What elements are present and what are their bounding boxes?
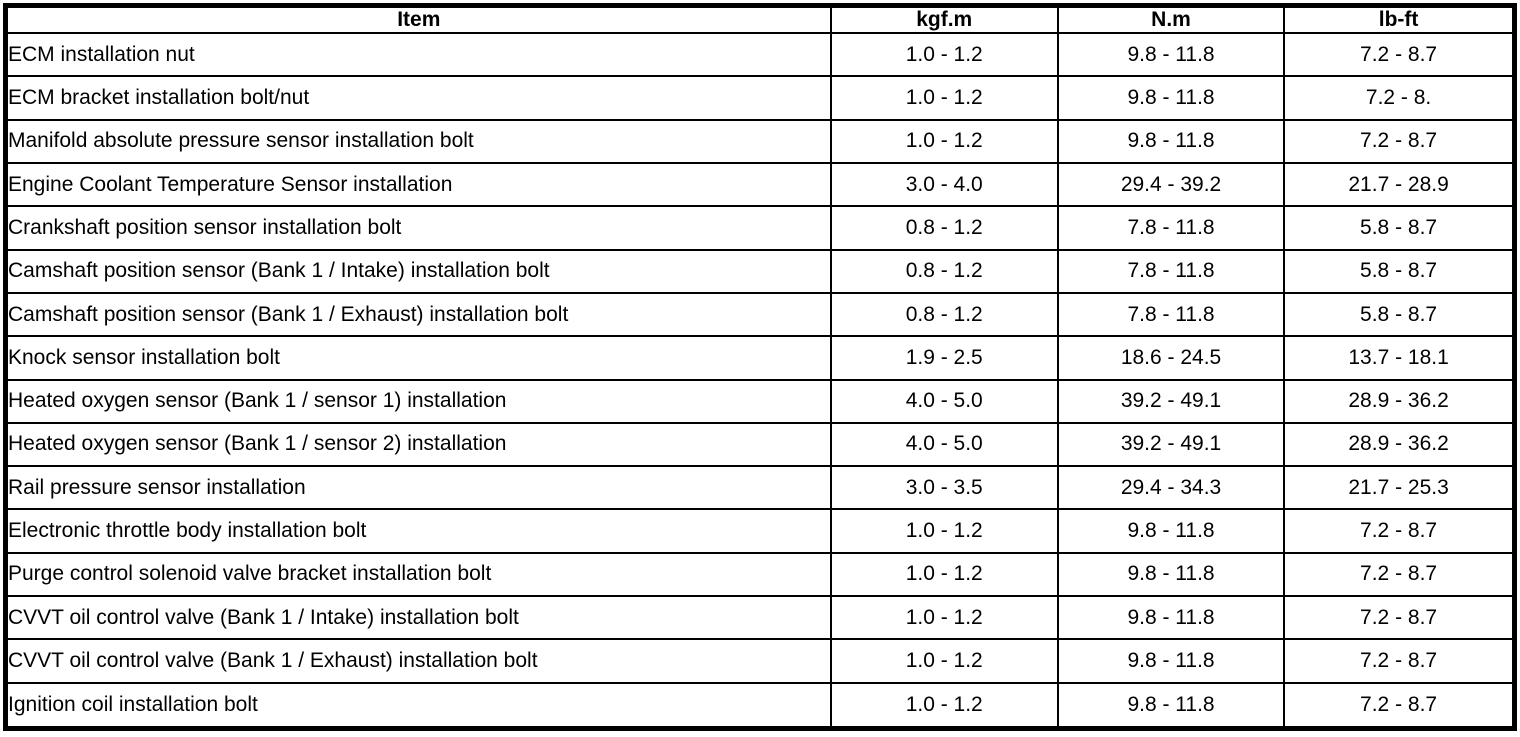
table-row: ECM installation nut 1.0 - 1.2 9.8 - 11.… [4, 31, 1516, 78]
item-cell: Knock sensor installation bolt [4, 335, 832, 381]
kgfm-cell: 0.8 - 1.2 [829, 291, 1059, 338]
kgfm-cell: 1.0 - 1.2 [829, 595, 1059, 641]
column-header-kgfm: kgf.m [829, 4, 1059, 34]
table-body: ECM installation nut 1.0 - 1.2 9.8 - 11.… [4, 31, 1516, 730]
column-header-item: Item [4, 4, 832, 34]
table-row: Camshaft position sensor (Bank 1 / Intak… [4, 248, 1516, 294]
table-header-row: Item kgf.m N.m lb-ft [4, 4, 1516, 34]
lbft-cell: 7.2 - 8.7 [1283, 118, 1516, 164]
kgfm-cell: 1.0 - 1.2 [829, 118, 1059, 164]
nm-cell: 9.8 - 11.8 [1056, 595, 1286, 641]
lbft-cell: 21.7 - 25.3 [1283, 465, 1516, 511]
kgfm-cell: 1.0 - 1.2 [829, 638, 1059, 684]
lbft-cell: 21.7 - 28.9 [1283, 161, 1516, 208]
table-row: Ignition coil installation bolt 1.0 - 1.… [4, 681, 1516, 730]
nm-cell: 29.4 - 34.3 [1056, 465, 1286, 511]
column-header-nm: N.m [1056, 4, 1286, 34]
kgfm-cell: 1.0 - 1.2 [829, 31, 1059, 78]
table-row: Heated oxygen sensor (Bank 1 / sensor 2)… [4, 421, 1516, 468]
lbft-cell: 5.8 - 8.7 [1283, 248, 1516, 294]
table-row: Camshaft position sensor (Bank 1 / Exhau… [4, 291, 1516, 338]
nm-cell: 9.8 - 11.8 [1056, 31, 1286, 78]
lbft-cell: 7.2 - 8.7 [1283, 681, 1516, 730]
lbft-cell: 5.8 - 8.7 [1283, 205, 1516, 251]
table-row: Electronic throttle body installation bo… [4, 508, 1516, 554]
nm-cell: 29.4 - 39.2 [1056, 161, 1286, 208]
lbft-cell: 7.2 - 8.7 [1283, 638, 1516, 684]
table-row: Heated oxygen sensor (Bank 1 / sensor 1)… [4, 378, 1516, 424]
item-cell: Heated oxygen sensor (Bank 1 / sensor 1)… [4, 378, 832, 424]
lbft-cell: 5.8 - 8.7 [1283, 291, 1516, 338]
item-cell: Purge control solenoid valve bracket ins… [4, 551, 832, 598]
lbft-cell: 28.9 - 36.2 [1283, 421, 1516, 468]
nm-cell: 9.8 - 11.8 [1056, 508, 1286, 554]
table-row: Knock sensor installation bolt 1.9 - 2.5… [4, 335, 1516, 381]
column-header-lbft: lb-ft [1283, 4, 1516, 34]
lbft-cell: 7.2 - 8.7 [1283, 595, 1516, 641]
nm-cell: 9.8 - 11.8 [1056, 118, 1286, 164]
kgfm-cell: 1.0 - 1.2 [829, 681, 1059, 730]
torque-spec-table: Item kgf.m N.m lb-ft ECM installation nu… [3, 3, 1517, 731]
item-cell: Electronic throttle body installation bo… [4, 508, 832, 554]
kgfm-cell: 0.8 - 1.2 [829, 248, 1059, 294]
item-cell: Camshaft position sensor (Bank 1 / Intak… [4, 248, 832, 294]
table-row: ECM bracket installation bolt/nut 1.0 - … [4, 75, 1516, 121]
item-cell: CVVT oil control valve (Bank 1 / Intake)… [4, 595, 832, 641]
nm-cell: 9.8 - 11.8 [1056, 638, 1286, 684]
nm-cell: 39.2 - 49.1 [1056, 421, 1286, 468]
nm-cell: 7.8 - 11.8 [1056, 291, 1286, 338]
kgfm-cell: 1.9 - 2.5 [829, 335, 1059, 381]
kgfm-cell: 1.0 - 1.2 [829, 75, 1059, 121]
item-cell: Camshaft position sensor (Bank 1 / Exhau… [4, 291, 832, 338]
table-row: CVVT oil control valve (Bank 1 / Exhaust… [4, 638, 1516, 684]
nm-cell: 7.8 - 11.8 [1056, 248, 1286, 294]
lbft-cell: 7.2 - 8.7 [1283, 551, 1516, 598]
lbft-cell: 13.7 - 18.1 [1283, 335, 1516, 381]
kgfm-cell: 3.0 - 3.5 [829, 465, 1059, 511]
kgfm-cell: 4.0 - 5.0 [829, 378, 1059, 424]
item-cell: Heated oxygen sensor (Bank 1 / sensor 2)… [4, 421, 832, 468]
table-row: Manifold absolute pressure sensor instal… [4, 118, 1516, 164]
lbft-cell: 28.9 - 36.2 [1283, 378, 1516, 424]
lbft-cell: 7.2 - 8.7 [1283, 31, 1516, 78]
kgfm-cell: 4.0 - 5.0 [829, 421, 1059, 468]
item-cell: Manifold absolute pressure sensor instal… [4, 118, 832, 164]
lbft-cell: 7.2 - 8.7 [1283, 508, 1516, 554]
nm-cell: 9.8 - 11.8 [1056, 551, 1286, 598]
item-cell: Rail pressure sensor installation [4, 465, 832, 511]
kgfm-cell: 3.0 - 4.0 [829, 161, 1059, 208]
table-row: Rail pressure sensor installation 3.0 - … [4, 465, 1516, 511]
nm-cell: 9.8 - 11.8 [1056, 75, 1286, 121]
table-row: Engine Coolant Temperature Sensor instal… [4, 161, 1516, 208]
kgfm-cell: 1.0 - 1.2 [829, 508, 1059, 554]
table-row: Crankshaft position sensor installation … [4, 205, 1516, 251]
kgfm-cell: 1.0 - 1.2 [829, 551, 1059, 598]
item-cell: ECM bracket installation bolt/nut [4, 75, 832, 121]
nm-cell: 39.2 - 49.1 [1056, 378, 1286, 424]
kgfm-cell: 0.8 - 1.2 [829, 205, 1059, 251]
item-cell: ECM installation nut [4, 31, 832, 78]
nm-cell: 18.6 - 24.5 [1056, 335, 1286, 381]
nm-cell: 7.8 - 11.8 [1056, 205, 1286, 251]
item-cell: Crankshaft position sensor installation … [4, 205, 832, 251]
table-row: CVVT oil control valve (Bank 1 / Intake)… [4, 595, 1516, 641]
item-cell: Ignition coil installation bolt [4, 681, 832, 730]
table-row: Purge control solenoid valve bracket ins… [4, 551, 1516, 598]
item-cell: Engine Coolant Temperature Sensor instal… [4, 161, 832, 208]
lbft-cell: 7.2 - 8. [1283, 75, 1516, 121]
item-cell: CVVT oil control valve (Bank 1 / Exhaust… [4, 638, 832, 684]
nm-cell: 9.8 - 11.8 [1056, 681, 1286, 730]
